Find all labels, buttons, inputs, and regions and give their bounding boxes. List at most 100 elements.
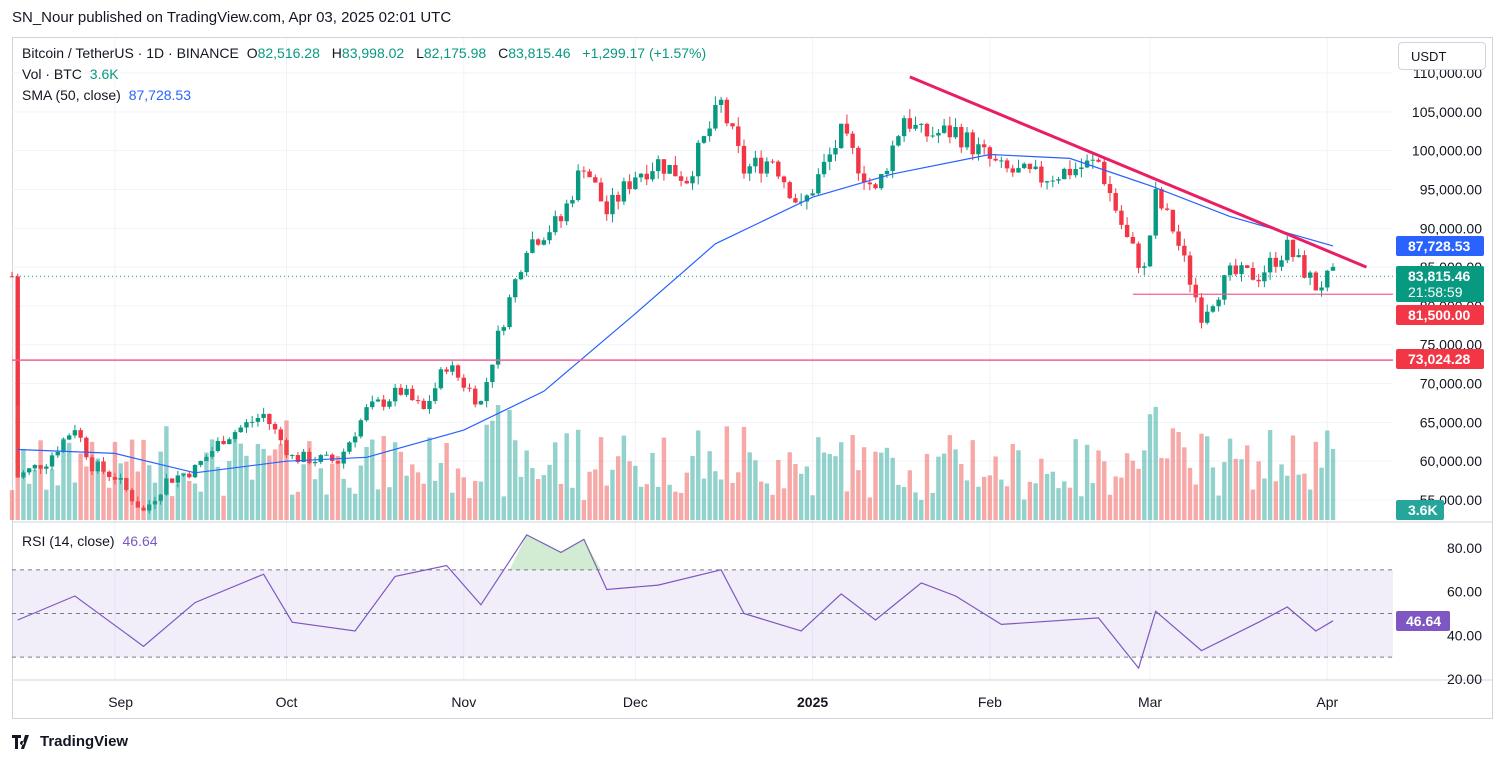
candle-body	[301, 451, 306, 463]
volume-bar	[1267, 429, 1273, 520]
currency-selector[interactable]: USDT	[1398, 42, 1486, 70]
descending-trendline	[909, 75, 1368, 269]
volume-bar	[375, 489, 381, 520]
candle-body	[358, 420, 364, 437]
volume-bar	[15, 405, 20, 520]
high-value: 83,998.02	[341, 45, 405, 61]
candle-body	[941, 125, 947, 133]
volume-bar	[312, 479, 318, 520]
candle-body	[787, 182, 792, 199]
candle-body	[736, 126, 741, 146]
volume-bar	[450, 492, 455, 520]
candle-body	[1164, 208, 1170, 210]
candle-body	[981, 144, 987, 148]
candle-body	[404, 388, 409, 395]
chart-frame[interactable]	[12, 37, 1493, 719]
candle-body	[1182, 245, 1187, 256]
volume-bar	[1222, 462, 1227, 520]
candle-body	[1010, 168, 1015, 173]
candle-body	[896, 136, 901, 146]
candle-body	[330, 454, 335, 461]
candle-body	[290, 455, 295, 457]
symbol-title[interactable]: Bitcoin / TetherUS · 1D · BINANCE	[22, 45, 239, 61]
volume-bar	[696, 430, 701, 520]
candle-body	[1204, 311, 1210, 323]
candle-body	[513, 279, 518, 298]
volume-bar	[421, 483, 426, 520]
price-axis-tick: 70,000.00	[1420, 376, 1482, 392]
candle-body	[1124, 224, 1130, 237]
candle-body	[1187, 255, 1193, 285]
volume-bar	[272, 449, 278, 520]
volume-bar	[164, 426, 169, 520]
candle-body	[890, 145, 895, 172]
volume-bar	[530, 468, 535, 520]
volume-bar	[690, 455, 695, 520]
candle-body	[324, 454, 329, 456]
candle-body	[844, 123, 850, 134]
candle-body	[913, 124, 918, 129]
candle-body	[272, 424, 278, 430]
candle-body	[421, 400, 426, 410]
candle-body	[1004, 160, 1010, 169]
volume-bar	[861, 447, 867, 520]
volume-bar	[513, 440, 518, 520]
volume-bar	[461, 477, 466, 520]
volume-bar	[1107, 494, 1113, 520]
candle-body	[1290, 239, 1296, 258]
volume-bar	[564, 433, 569, 520]
volume-bar	[118, 463, 123, 520]
volume-bar	[1233, 458, 1238, 520]
candle-body	[1210, 306, 1216, 312]
rsi-axis-tick: 20.00	[1447, 671, 1482, 687]
time-axis-tick: Sep	[108, 694, 133, 710]
candle-body	[1239, 265, 1244, 275]
candle-body	[444, 369, 449, 372]
volume-bar	[432, 480, 438, 520]
volume-bar	[381, 436, 386, 520]
volume-bar	[1021, 499, 1027, 520]
rsi-label-box	[1396, 611, 1450, 631]
candle-body	[604, 201, 609, 215]
volume-bar	[124, 461, 129, 520]
volume-bar	[358, 465, 364, 520]
volume-bar	[364, 446, 369, 520]
volume-bar	[936, 456, 941, 520]
volume-bar	[227, 461, 232, 520]
volume-bar	[810, 495, 815, 520]
candle-body	[392, 387, 398, 402]
volume-bar	[152, 482, 158, 520]
volume-bar	[301, 464, 306, 520]
volume-bar	[673, 491, 678, 520]
change-value: +1,299.17 (+1.57%)	[582, 45, 707, 61]
volume-bar	[776, 460, 781, 520]
candle-body	[501, 327, 507, 331]
volume-bar	[387, 487, 392, 520]
volume-bar	[1044, 474, 1050, 520]
price-label-box	[1396, 349, 1484, 369]
volume-bar	[518, 476, 524, 520]
candle-body	[587, 171, 592, 178]
candle-body	[410, 388, 415, 401]
volume-bar	[490, 420, 495, 520]
volume-bar	[84, 466, 89, 520]
candle-body	[959, 127, 964, 148]
candle-body	[776, 161, 781, 177]
candle-body	[478, 401, 484, 405]
candle-body	[610, 194, 615, 215]
volume-bar	[249, 479, 255, 520]
volume-bar	[1279, 464, 1284, 520]
volume-bar	[215, 466, 221, 520]
candle-body	[627, 181, 632, 190]
volume-bar	[821, 452, 827, 520]
candle-body	[461, 377, 466, 388]
price-axis-tick: 105,000.00	[1412, 104, 1482, 120]
volume-bar	[209, 439, 215, 520]
time-axis-tick: Oct	[276, 694, 298, 710]
volume-bar	[507, 409, 512, 520]
candle-body	[507, 297, 512, 328]
candle-body	[169, 478, 175, 483]
volume-bar	[415, 472, 421, 520]
volume-bar	[541, 475, 547, 520]
